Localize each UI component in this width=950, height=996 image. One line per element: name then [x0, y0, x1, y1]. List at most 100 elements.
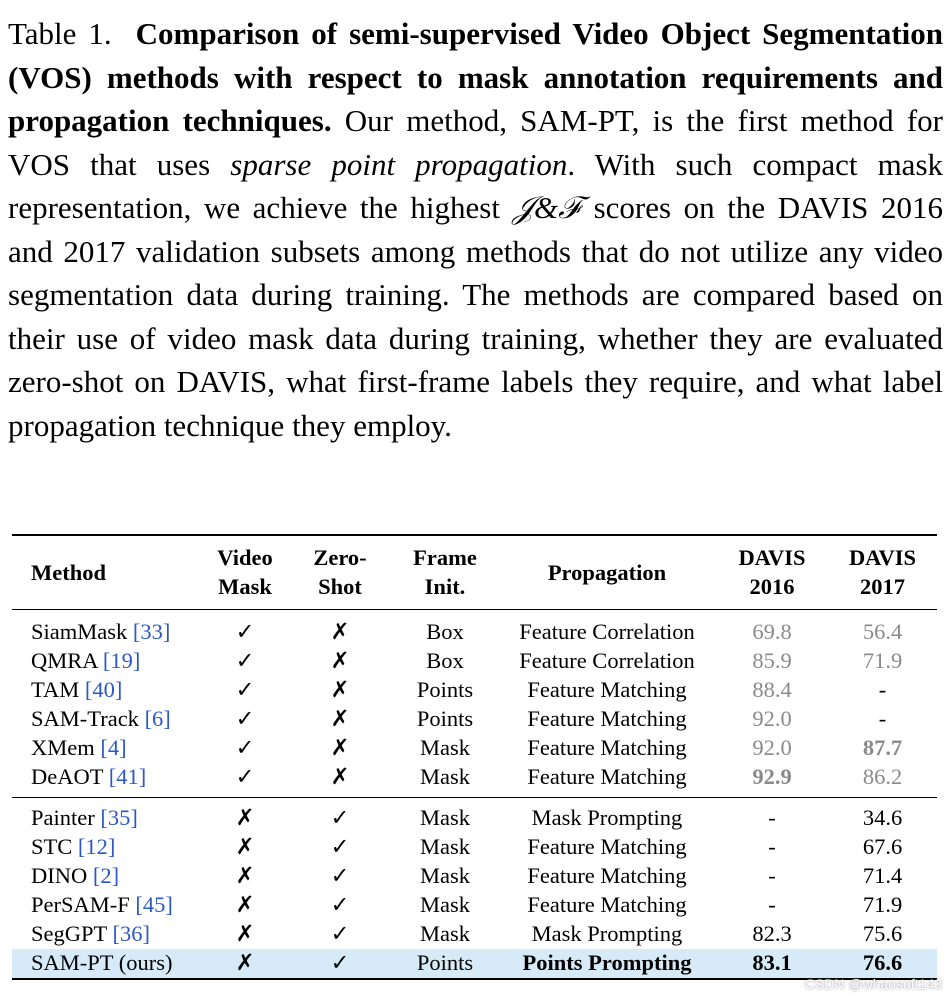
method-name: DINO	[31, 863, 88, 889]
propagation-cell: Feature Matching	[527, 834, 687, 860]
zero-shot-cell: ✗	[330, 734, 350, 760]
zero-shot-cell: ✓	[330, 892, 350, 918]
video-mask-cell: ✓	[235, 734, 255, 760]
propagation-cell: Feature Matching	[527, 892, 687, 918]
caption-bold-title: Comparison of semi-supervised Video Obje…	[8, 16, 944, 138]
propagation-cell: Points Prompting	[522, 949, 692, 975]
method-name: SAM-PT (ours)	[31, 949, 173, 975]
propagation-cell: Feature Correlation	[519, 619, 695, 644]
zero-shot-cell: ✓	[330, 921, 350, 947]
zero-shot-cell: ✓	[330, 949, 350, 975]
table-row-ours: SAM-PT (ours) ✗ ✓ Points Points Prompting 83.…	[12, 948, 937, 979]
zero-shot-cell: ✗	[330, 705, 350, 731]
method-name: PerSAM-F	[31, 892, 130, 918]
method-name: XMem	[31, 734, 95, 760]
citation-link[interactable]: [45]	[135, 892, 173, 918]
header-video-mask: Video Mask	[217, 545, 273, 599]
header-davis-2017: DAVIS 2017	[848, 545, 917, 599]
video-mask-cell: ✓	[235, 705, 255, 731]
method-name: SegGPT	[31, 921, 107, 947]
davis-2016-cell: 92.9	[752, 763, 792, 789]
frame-init-cell: Points	[416, 705, 474, 731]
davis-2017-cell: 71.9	[862, 647, 903, 673]
video-mask-cell: ✗	[235, 805, 255, 831]
citation-link[interactable]: [41]	[108, 763, 147, 789]
header-propagation: Propagation	[547, 559, 667, 585]
zero-shot-cell: ✓	[330, 863, 350, 889]
table-group-video-trained: SiamMask [33] ✓ ✗ Box Feature Correlation 69.…	[12, 610, 937, 798]
header-method: Method	[31, 559, 106, 585]
method-name: STC	[31, 834, 73, 860]
citation-link[interactable]: [40]	[84, 676, 123, 702]
table-row: SAM-Track [6] ✓ ✗ Points Feature Matching 92.…	[12, 705, 937, 734]
citation-link[interactable]: [6]	[144, 705, 171, 731]
caption-text-3: scores on the DAVIS 2016 and 2017 valida…	[8, 190, 944, 443]
propagation-cell: Feature Matching	[527, 734, 687, 760]
propagation-cell: Feature Matching	[527, 863, 687, 889]
frame-init-cell: Mask	[420, 834, 470, 860]
zero-shot-cell: ✗	[330, 647, 350, 673]
citation-link[interactable]: [2]	[92, 863, 120, 889]
davis-2017-cell: 56.4	[862, 619, 903, 644]
davis-2016-cell: -	[768, 834, 776, 860]
zero-shot-cell: ✗	[330, 619, 350, 644]
header-davis-2016: DAVIS 2016	[738, 545, 806, 599]
video-mask-cell: ✗	[235, 892, 255, 918]
caption-metric: 𝒥&ℱ	[512, 190, 581, 225]
frame-init-cell: Mask	[420, 805, 470, 831]
citation-link[interactable]: [36]	[112, 921, 150, 947]
zero-shot-cell: ✓	[330, 834, 350, 860]
propagation-cell: Mask Prompting	[531, 921, 683, 947]
frame-init-cell: Mask	[420, 892, 470, 918]
frame-init-cell: Mask	[420, 921, 470, 947]
davis-2017-cell: 76.6	[862, 949, 903, 975]
method-name: Painter	[31, 805, 95, 831]
davis-2017-cell: 71.4	[862, 863, 903, 889]
table-caption: Table 1. Comparison of semi-supervised V…	[8, 12, 943, 447]
frame-init-cell: Mask	[420, 863, 470, 889]
davis-2017-cell: -	[878, 705, 887, 731]
davis-2017-cell: 87.7	[862, 734, 903, 760]
davis-2016-cell: 82.3	[752, 921, 792, 947]
video-mask-cell: ✓	[235, 763, 255, 789]
citation-link[interactable]: [33]	[132, 619, 171, 644]
frame-init-cell: Box	[426, 647, 464, 673]
davis-2016-cell: 85.9	[752, 647, 792, 673]
video-mask-cell: ✗	[235, 834, 255, 860]
watermark: CSDN @whaosoft143	[804, 976, 942, 992]
zero-shot-cell: ✓	[330, 805, 350, 831]
propagation-cell: Feature Correlation	[519, 647, 695, 673]
propagation-cell: Feature Matching	[527, 763, 687, 789]
citation-link[interactable]: [19]	[102, 647, 141, 673]
davis-2016-cell: -	[768, 805, 776, 831]
table-row: PerSAM-F [45] ✗ ✓ Mask Feature Matching - 71.9	[12, 891, 937, 920]
citation-link[interactable]: [4]	[100, 734, 127, 760]
zero-shot-cell: ✗	[330, 763, 350, 789]
davis-2016-cell: 69.8	[752, 619, 792, 644]
video-mask-cell: ✓	[235, 619, 255, 644]
method-name: DeAOT	[31, 763, 104, 789]
davis-2017-cell: 75.6	[862, 921, 903, 947]
citation-link[interactable]: [12]	[77, 834, 116, 860]
table-row: SiamMask [33] ✓ ✗ Box Feature Correlation 69.…	[12, 610, 937, 647]
comparison-table: Method Video Mask Zero- Shot Frame Init. Pr…	[12, 534, 937, 980]
method-name: QMRA	[31, 647, 98, 673]
frame-init-cell: Points	[416, 676, 474, 702]
video-mask-cell: ✓	[235, 676, 255, 702]
caption-text-2: . With such compact mask representation,…	[8, 146, 944, 226]
video-mask-cell: ✗	[235, 949, 255, 975]
citation-link[interactable]: [35]	[100, 805, 138, 831]
table-row: DeAOT [41] ✓ ✗ Mask Feature Matching 92.9 86.2	[12, 763, 937, 798]
frame-init-cell: Mask	[420, 763, 470, 789]
method-name: TAM	[31, 676, 80, 702]
table-group-zero-shot: Painter [35] ✗ ✓ Mask Mask Prompting - 34.6 ST…	[12, 797, 937, 979]
frame-init-cell: Points	[416, 949, 474, 975]
header-zero-shot: Zero- Shot	[313, 545, 367, 599]
davis-2017-cell: 71.9	[862, 892, 903, 918]
propagation-cell: Feature Matching	[527, 705, 687, 731]
davis-2016-cell: 92.0	[752, 734, 792, 760]
table-row: XMem [4] ✓ ✗ Mask Feature Matching 92.0 87.7	[12, 734, 937, 763]
zero-shot-cell: ✗	[330, 676, 350, 702]
method-name: SiamMask	[31, 619, 128, 644]
video-mask-cell: ✗	[235, 921, 255, 947]
